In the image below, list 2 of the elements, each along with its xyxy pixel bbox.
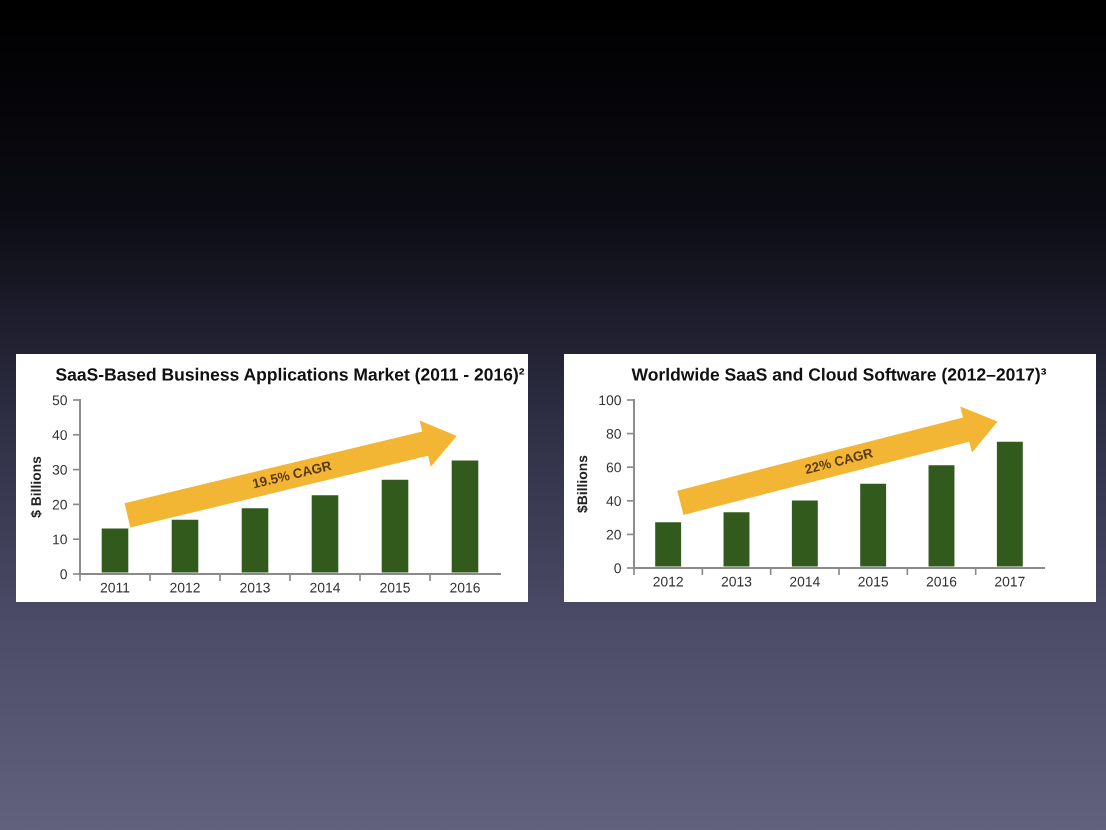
chart-title: SaaS-Based Business Applications Market (2011 - 2016)²	[55, 367, 525, 385]
chart-title: Worldwide SaaS and Cloud Software (2012–2017)³	[631, 367, 1047, 385]
